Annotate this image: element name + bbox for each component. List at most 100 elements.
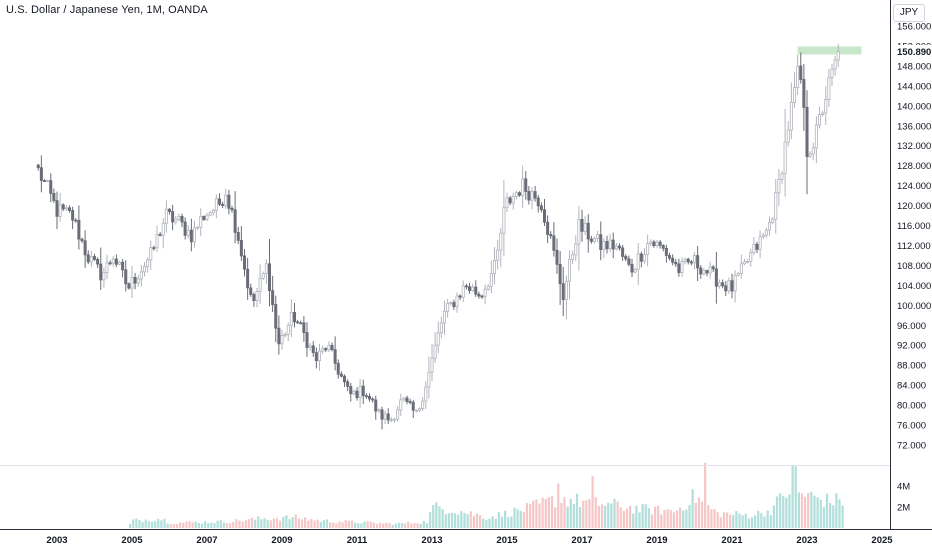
candle [358, 379, 362, 408]
candle [633, 267, 637, 274]
volume-bar [132, 519, 135, 528]
volume-bar [375, 523, 379, 528]
volume-bar [179, 522, 182, 528]
price-tick-label: 144.000 [897, 81, 931, 92]
volume-bar [591, 476, 594, 528]
volume-bar [588, 499, 591, 528]
candle [642, 248, 647, 264]
candle [339, 371, 343, 378]
candle [289, 299, 293, 338]
time-tick-label: 2009 [271, 535, 292, 546]
candle [786, 121, 790, 147]
volume-bar [413, 523, 416, 528]
candle [202, 215, 206, 222]
price-tick-label: 88.000 [897, 361, 926, 372]
volume-bar [672, 512, 675, 528]
candle [124, 260, 128, 292]
volume-bar [682, 510, 685, 528]
candle [330, 342, 334, 352]
volume-bar [741, 515, 744, 528]
candle [596, 230, 600, 243]
volume-bar [841, 505, 844, 528]
candle [199, 208, 203, 237]
volume-bar [785, 497, 788, 528]
candle [217, 193, 222, 207]
candle [667, 252, 672, 261]
volume-bar [816, 497, 819, 528]
candle [49, 173, 53, 203]
candle [811, 142, 815, 161]
highlight-band [797, 46, 862, 55]
candle [711, 265, 715, 272]
candle [824, 86, 828, 126]
volume-bar [279, 520, 282, 528]
candle [802, 63, 806, 131]
volume-bar [807, 492, 810, 528]
candle [299, 320, 303, 325]
volume-bar [357, 523, 360, 528]
candle [267, 239, 272, 307]
candle [677, 258, 681, 277]
candle [705, 269, 709, 277]
candle [542, 198, 547, 227]
volume-bar [494, 518, 497, 528]
candle [58, 192, 62, 222]
candle [83, 230, 87, 268]
volume-bar [616, 501, 619, 528]
volume-bar [282, 516, 285, 528]
volume-bar [341, 522, 344, 528]
candle [452, 299, 456, 310]
volume-bar [560, 502, 563, 528]
volume-bar [594, 497, 597, 528]
candle [192, 220, 197, 248]
volume-bar [519, 510, 522, 528]
candle [389, 417, 393, 423]
candle [411, 399, 415, 418]
candle [639, 251, 643, 268]
candle [271, 275, 275, 312]
volume-bar [457, 514, 460, 528]
volume-bar [475, 513, 479, 528]
candle [433, 332, 437, 363]
candle [799, 52, 803, 84]
candle [627, 255, 631, 267]
volume-bar [432, 505, 435, 528]
candle [324, 347, 328, 353]
candle [296, 319, 300, 324]
volume-bar [638, 512, 641, 528]
volume-bar [235, 519, 238, 528]
candle [749, 248, 753, 267]
volume-bar [369, 521, 372, 528]
candle [383, 410, 387, 425]
candle [302, 316, 306, 342]
currency-badge[interactable]: JPY [893, 4, 925, 22]
volume-bar [266, 519, 269, 528]
candle [683, 257, 687, 265]
price-tick-label: 124.000 [897, 181, 931, 192]
candle [646, 234, 650, 267]
volume-bar [254, 519, 257, 528]
volume-bar [150, 521, 154, 528]
volume-bar [460, 511, 463, 528]
volume-bar [200, 523, 204, 528]
volume-bar [541, 497, 544, 528]
volume-bar [463, 512, 466, 528]
candle [833, 56, 837, 76]
candle [233, 191, 237, 244]
candle [186, 225, 190, 239]
candle [539, 202, 543, 213]
candle [527, 185, 531, 205]
volume-bar [154, 521, 157, 528]
volume-bar [379, 522, 382, 528]
price-tick-label: 116.000 [897, 221, 931, 232]
price-tick-label: 120.000 [897, 201, 931, 212]
volume-bar [350, 520, 354, 528]
volume-bar [310, 519, 313, 528]
volume-bar [732, 515, 735, 528]
candle [74, 218, 78, 223]
candle [71, 206, 75, 230]
volume-bar [250, 517, 254, 528]
candle [630, 258, 634, 278]
